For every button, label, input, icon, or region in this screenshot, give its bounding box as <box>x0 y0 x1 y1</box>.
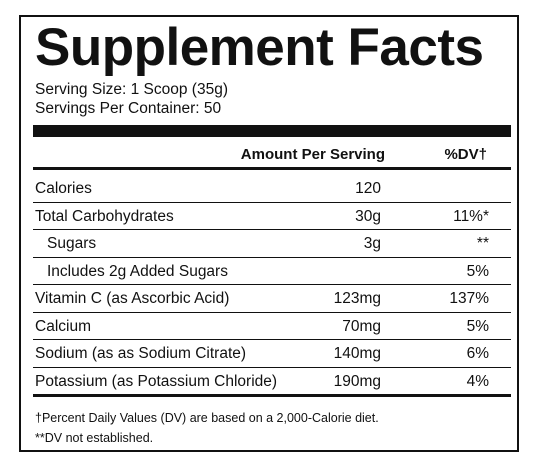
nutrient-amount: 123mg <box>333 290 381 307</box>
nutrient-amount: 140mg <box>333 345 381 362</box>
nutrient-name: Calcium <box>35 317 91 335</box>
nutrient-dv: 5% <box>466 317 489 335</box>
dv-not-established-footnote: **DV not established. <box>35 431 154 445</box>
nutrient-name: Sodium (as as Sodium Citrate) <box>35 345 247 362</box>
nutrient-row-added-sugars: Includes 2g Added Sugars 5% <box>33 258 511 285</box>
nutrient-name: Potassium (as Potassium Chloride) <box>35 372 278 390</box>
nutrient-dv: 6% <box>466 345 489 362</box>
nutrient-row-calcium: Calcium 70mg 5% <box>33 313 511 340</box>
nutrient-row-total-carbohydrates: Total Carbohydrates 30g 11%* <box>33 203 511 230</box>
panel-title: Supplement Facts <box>35 18 484 77</box>
nutrient-name: Vitamin C (as Ascorbic Acid) <box>35 290 230 307</box>
nutrient-row-potassium: Potassium (as Potassium Chloride) 190mg … <box>33 368 511 397</box>
nutrient-amount: 3g <box>363 235 381 252</box>
nutrient-dv: 11%* <box>453 207 489 225</box>
nutrient-amount: 120 <box>355 180 381 197</box>
nutrient-row-sodium: Sodium (as as Sodium Citrate) 140mg 6% <box>33 340 511 368</box>
daily-value-header: %DV† <box>444 146 487 163</box>
nutrient-amount: 30g <box>355 207 381 225</box>
serving-size: Serving Size: 1 Scoop (35g) <box>35 81 228 98</box>
nutrient-dv: 137% <box>449 290 489 307</box>
nutrient-row-sugars: Sugars 3g ** <box>33 230 511 258</box>
servings-per-container: Servings Per Container: 50 <box>35 100 222 117</box>
daily-value-footnote: †Percent Daily Values (DV) are based on … <box>35 411 379 425</box>
nutrient-dv: ** <box>476 235 489 252</box>
amount-per-serving-header: Amount Per Serving <box>240 146 385 163</box>
nutrient-dv: 5% <box>466 262 489 280</box>
nutrient-rows: Calories 120 Total Carbohydrates 30g 11%… <box>33 175 511 397</box>
column-header-row: Amount Per Serving %DV† <box>33 137 511 170</box>
nutrient-amount: 70mg <box>342 317 381 335</box>
nutrient-name: Calories <box>35 180 92 197</box>
nutrient-name: Includes 2g Added Sugars <box>47 262 228 280</box>
thick-divider <box>33 125 511 137</box>
nutrient-dv: 4% <box>466 372 489 390</box>
nutrient-row-calories: Calories 120 <box>33 175 511 203</box>
nutrient-name: Total Carbohydrates <box>35 207 174 225</box>
nutrient-name: Sugars <box>47 235 97 252</box>
supplement-facts-panel: Supplement Facts Serving Size: 1 Scoop (… <box>19 15 519 452</box>
nutrient-row-vitamin-c: Vitamin C (as Ascorbic Acid) 123mg 137% <box>33 285 511 313</box>
nutrient-amount: 190mg <box>333 372 381 390</box>
